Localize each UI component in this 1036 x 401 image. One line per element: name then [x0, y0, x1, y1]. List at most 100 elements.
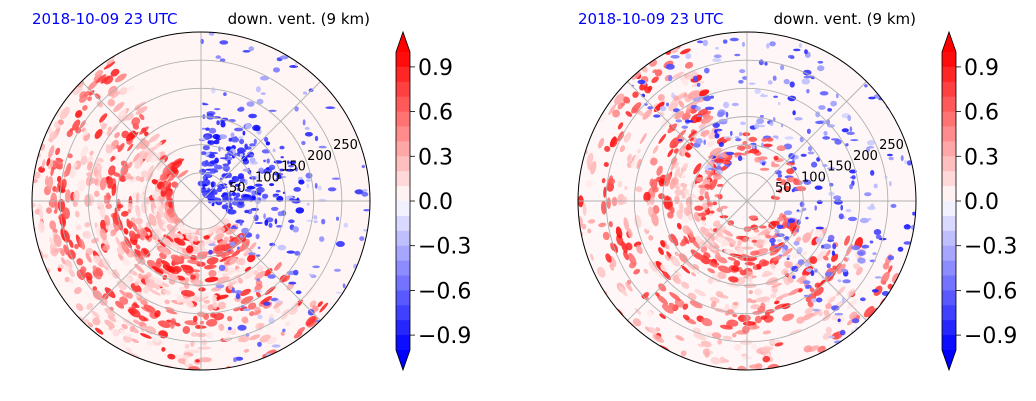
panel-left-grid — [32, 32, 370, 370]
field-cell — [75, 110, 83, 118]
field-cell — [359, 236, 365, 242]
field-cell — [660, 34, 672, 42]
field-cell — [118, 175, 127, 182]
field-cell — [255, 199, 261, 205]
field-cell — [674, 251, 679, 257]
field-cell — [685, 53, 692, 60]
field-cell — [680, 360, 689, 368]
field-cell — [274, 218, 278, 225]
angular-gridline — [81, 81, 202, 202]
field-cell — [840, 204, 843, 211]
colorbar-level — [396, 171, 410, 187]
field-cell — [342, 283, 346, 289]
field-cell — [710, 357, 721, 365]
field-cell — [249, 242, 257, 250]
field-cell — [714, 158, 724, 163]
field-cell — [754, 315, 762, 324]
field-cell — [615, 226, 623, 239]
field-cell — [135, 244, 141, 250]
field-cell — [912, 211, 916, 216]
field-cell — [69, 278, 74, 284]
radial-tick-label: 250 — [333, 138, 358, 153]
field-cell — [826, 167, 836, 170]
field-cell — [651, 76, 659, 84]
field-cell — [758, 225, 767, 229]
field-cell — [778, 254, 783, 257]
field-cell — [256, 98, 264, 105]
field-cell — [131, 338, 139, 344]
field-cell — [246, 101, 255, 107]
field-cell — [243, 348, 250, 353]
field-cell — [250, 207, 259, 211]
field-cell — [803, 345, 813, 353]
field-cell — [627, 337, 638, 347]
field-cell — [715, 46, 719, 50]
field-cell — [658, 247, 664, 255]
field-cell — [146, 340, 155, 347]
panel-right-time-title: 2018-10-09 23 UTC — [578, 10, 724, 28]
field-cell — [249, 143, 256, 147]
field-cell — [248, 33, 256, 36]
field-cell — [95, 267, 104, 277]
field-cell — [331, 177, 341, 180]
field-cell — [78, 179, 86, 192]
field-cell — [208, 127, 217, 134]
field-cell — [170, 254, 182, 263]
field-cell — [842, 279, 851, 284]
field-cell — [681, 125, 689, 129]
field-cell — [127, 143, 134, 152]
panel-right-outline — [577, 31, 917, 371]
field-cell — [781, 248, 786, 254]
field-cell — [139, 193, 145, 200]
field-cell — [762, 369, 773, 370]
field-cell — [828, 335, 835, 339]
field-cell — [760, 94, 769, 98]
field-cell — [63, 170, 68, 178]
field-cell — [672, 275, 682, 285]
field-cell — [46, 157, 51, 167]
field-cell — [177, 170, 189, 179]
field-cell — [891, 95, 897, 102]
field-cell — [736, 247, 745, 255]
field-cell — [64, 276, 70, 283]
field-cell — [749, 148, 760, 154]
field-cell — [607, 312, 613, 318]
field-cell — [914, 242, 916, 247]
field-cell — [263, 159, 266, 163]
field-cell — [208, 243, 216, 247]
field-cell — [260, 92, 266, 95]
field-cell — [742, 321, 756, 326]
field-cell — [761, 260, 770, 267]
field-cell — [218, 146, 221, 152]
field-cell — [280, 331, 285, 336]
field-cell — [264, 219, 269, 226]
field-cell — [33, 171, 41, 179]
field-cell — [253, 183, 263, 187]
field-cell — [68, 239, 74, 248]
field-cell — [182, 354, 190, 360]
field-cell — [132, 222, 138, 232]
field-cell — [46, 207, 52, 214]
field-cell — [80, 155, 88, 165]
field-cell — [701, 218, 707, 227]
field-cell — [644, 86, 652, 94]
field-cell — [871, 289, 879, 293]
field-cell — [80, 146, 89, 159]
field-cell — [658, 283, 667, 292]
field-cell — [92, 289, 103, 301]
field-cell — [733, 260, 741, 267]
field-cell — [750, 343, 758, 350]
field-cell — [227, 316, 233, 322]
colorbar-level — [396, 66, 410, 83]
field-cell — [770, 242, 775, 246]
colorbar-level — [396, 186, 410, 202]
field-cell — [787, 218, 796, 224]
field-cell — [268, 164, 276, 171]
field-cell — [275, 178, 279, 181]
field-cell — [748, 290, 753, 295]
field-cell — [669, 292, 681, 302]
field-cell — [632, 67, 636, 71]
field-cell — [84, 90, 90, 97]
field-cell — [233, 357, 237, 363]
colorbar-level — [396, 215, 410, 232]
